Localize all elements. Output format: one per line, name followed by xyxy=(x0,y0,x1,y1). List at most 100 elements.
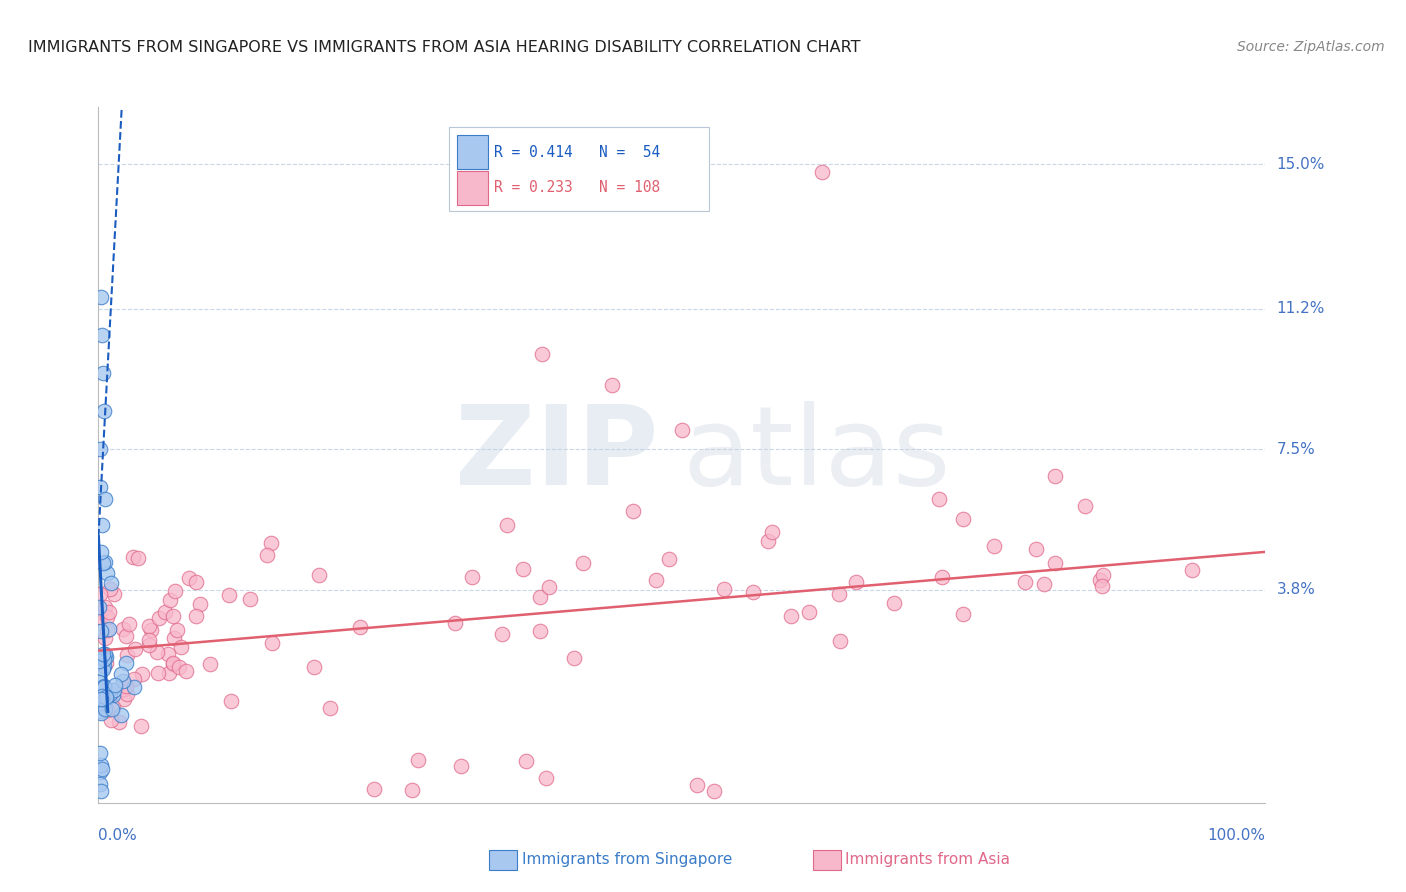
Point xyxy=(90,692,112,706)
Point xyxy=(828,633,851,648)
Point xyxy=(1091,579,1114,593)
Text: Immigrants from Singapore: Immigrants from Singapore xyxy=(522,853,733,867)
Point xyxy=(845,575,868,590)
Text: IMMIGRANTS FROM SINGAPORE VS IMMIGRANTS FROM ASIA HEARING DISABILITY CORRELATION: IMMIGRANTS FROM SINGAPORE VS IMMIGRANTS … xyxy=(28,40,860,55)
Point xyxy=(90,757,112,772)
Point xyxy=(91,647,114,661)
Point xyxy=(91,691,114,706)
Point xyxy=(200,657,222,671)
Point xyxy=(658,552,681,566)
Point xyxy=(460,570,482,584)
Point xyxy=(302,659,325,673)
Point xyxy=(96,566,118,581)
Point xyxy=(166,623,188,637)
Point xyxy=(797,605,820,619)
Point xyxy=(159,593,181,607)
Point xyxy=(100,714,122,728)
Point xyxy=(122,550,145,565)
Text: Source: ZipAtlas.com: Source: ZipAtlas.com xyxy=(1237,40,1385,54)
Point xyxy=(572,556,595,570)
Point xyxy=(163,631,186,645)
Point xyxy=(90,518,112,533)
Point xyxy=(91,366,114,380)
Point xyxy=(112,681,135,696)
Text: R = 0.414   N =  54: R = 0.414 N = 54 xyxy=(494,145,659,160)
Point xyxy=(94,656,117,670)
Point xyxy=(124,642,146,657)
Point xyxy=(90,656,112,670)
Point xyxy=(90,704,112,718)
Point xyxy=(162,608,184,623)
Point xyxy=(148,611,170,625)
Point xyxy=(491,626,513,640)
Point xyxy=(91,663,114,677)
Point xyxy=(138,619,160,633)
Point xyxy=(90,762,112,776)
Point xyxy=(89,681,111,695)
Point xyxy=(100,576,122,591)
Point xyxy=(110,667,132,681)
Point xyxy=(529,624,551,639)
Point xyxy=(97,605,120,619)
Point xyxy=(529,591,551,605)
Point xyxy=(93,404,115,418)
Point xyxy=(1092,568,1115,582)
Point xyxy=(538,581,561,595)
Point xyxy=(883,596,905,610)
Point xyxy=(129,718,152,732)
Point xyxy=(89,765,111,780)
Point xyxy=(1073,500,1095,514)
Point xyxy=(1032,576,1054,591)
Point xyxy=(780,608,803,623)
Point xyxy=(218,588,240,602)
Point xyxy=(90,684,112,698)
Point xyxy=(122,673,145,687)
Point xyxy=(174,664,197,678)
Point xyxy=(115,656,138,670)
Point xyxy=(103,587,125,601)
Point xyxy=(103,683,125,698)
Point xyxy=(515,754,537,768)
Point xyxy=(401,783,423,797)
Point xyxy=(101,689,124,703)
Text: R = 0.233   N = 108: R = 0.233 N = 108 xyxy=(494,180,659,195)
Text: 15.0%: 15.0% xyxy=(1277,157,1324,171)
Point xyxy=(496,518,519,533)
Point xyxy=(157,648,180,662)
Point xyxy=(94,650,117,665)
Point xyxy=(94,691,117,706)
Point xyxy=(1043,556,1066,570)
Point xyxy=(89,696,111,710)
Point xyxy=(162,656,184,670)
Point xyxy=(983,539,1005,553)
Point xyxy=(89,777,111,791)
Point xyxy=(93,659,115,673)
Point xyxy=(90,545,112,559)
Point xyxy=(170,640,193,654)
Point xyxy=(363,782,385,797)
Point xyxy=(89,442,111,457)
Point xyxy=(117,617,139,632)
Point xyxy=(162,657,184,671)
Point xyxy=(450,758,472,772)
Point xyxy=(110,708,132,723)
Point xyxy=(530,347,553,361)
Point xyxy=(108,714,131,729)
Point xyxy=(534,772,557,786)
Point xyxy=(645,574,668,588)
Point xyxy=(94,684,117,698)
Point xyxy=(90,624,112,639)
Point xyxy=(319,701,342,715)
Point xyxy=(91,689,114,703)
Point xyxy=(94,556,117,570)
Point xyxy=(96,610,118,624)
Point xyxy=(96,623,118,637)
Point xyxy=(1025,542,1047,557)
Point xyxy=(94,647,117,661)
Point xyxy=(90,290,112,304)
Point xyxy=(512,562,534,576)
Point xyxy=(94,491,117,506)
Point xyxy=(89,587,111,601)
Point xyxy=(562,651,585,665)
Point xyxy=(146,645,169,659)
